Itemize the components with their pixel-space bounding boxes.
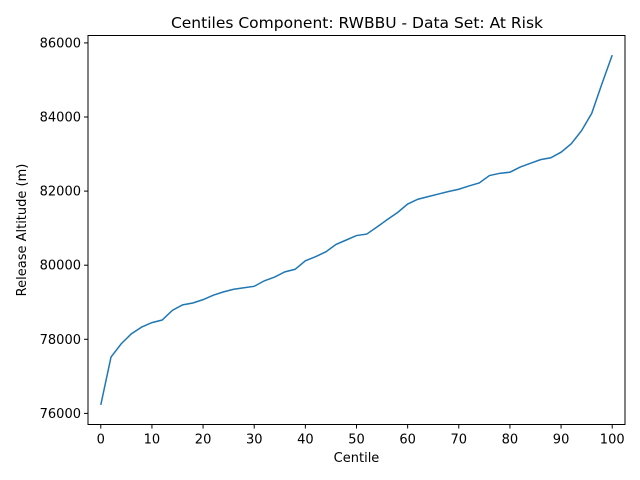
x-axis-label: Centile [334,451,380,466]
y-tick-label: 84000 [40,111,81,126]
y-tick-label: 76000 [40,407,81,422]
y-tick-label: 80000 [40,259,81,274]
x-tick-label: 80 [502,433,519,448]
y-axis-ticks: 76000 78000 80000 82000 84000 86000 [40,36,88,422]
x-tick-label: 30 [246,433,263,448]
x-tick-label: 50 [348,433,365,448]
y-tick-label: 86000 [40,36,81,51]
plot-frame [87,35,626,425]
x-tick-label: 0 [97,433,105,448]
y-axis-label: Release Altitude (m) [15,164,30,297]
x-tick-label: 100 [600,433,625,448]
y-tick-label: 78000 [40,333,81,348]
x-axis-ticks: 0 10 20 30 40 50 60 70 80 90 100 [97,424,625,448]
y-tick-label: 82000 [40,185,81,200]
x-tick-label: 20 [195,433,212,448]
chart-title: Centiles Component: RWBBU - Data Set: At… [171,14,543,32]
series-line-0 [100,54,613,406]
x-tick-label: 40 [297,433,314,448]
plot-area [100,54,613,406]
x-tick-label: 60 [399,433,416,448]
x-tick-label: 70 [451,433,468,448]
x-tick-label: 90 [553,433,570,448]
x-tick-label: 10 [144,433,161,448]
